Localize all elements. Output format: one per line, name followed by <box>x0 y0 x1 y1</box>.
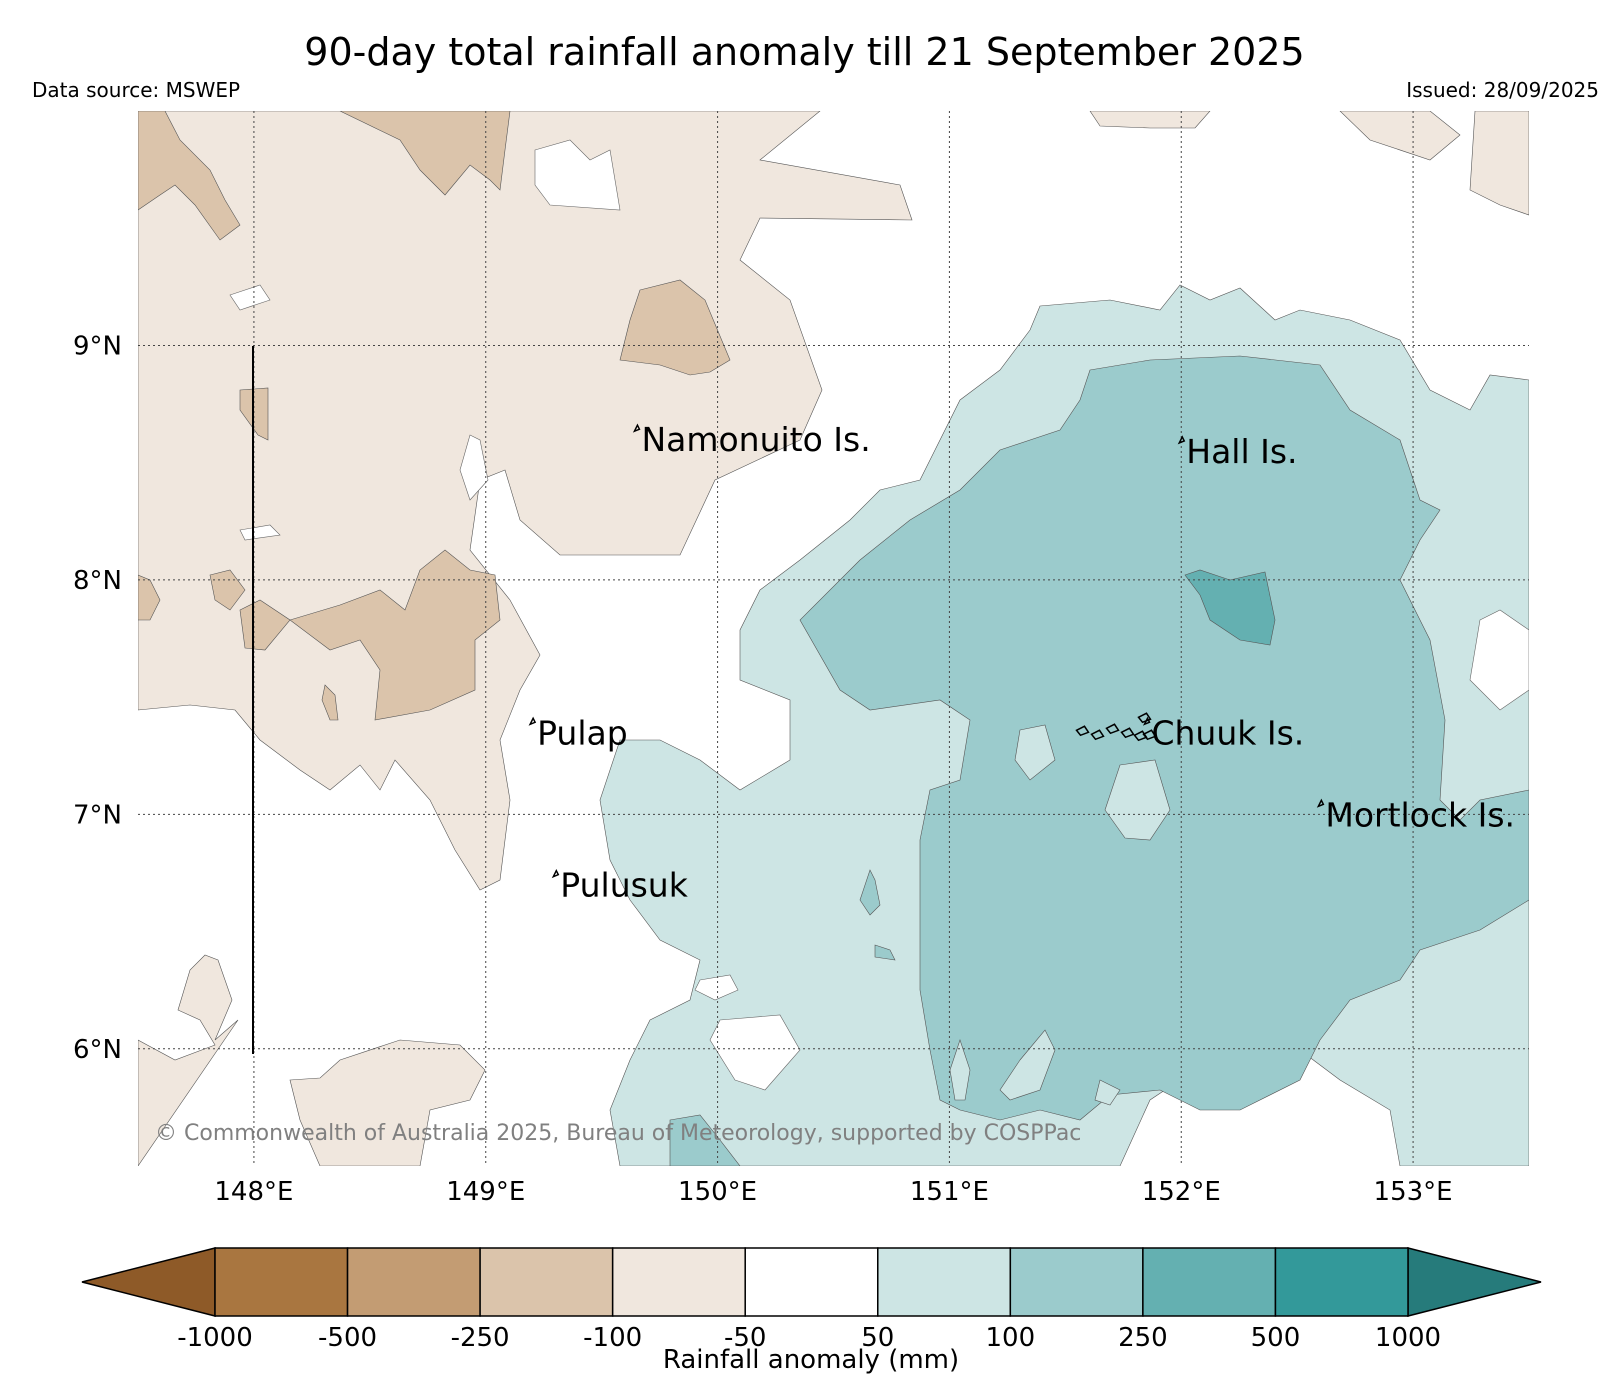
island-outline <box>1142 729 1157 741</box>
colorbar-segment <box>1274 1247 1409 1317</box>
place-label: Chuuk Is. <box>1151 713 1304 752</box>
colorbar-tick-label: -100 <box>583 1323 642 1353</box>
colorbar-tick-label: 500 <box>1251 1323 1301 1353</box>
colorbar-segment <box>1009 1247 1144 1317</box>
island-outline <box>1316 798 1325 808</box>
colorbar: -1000 -500 -250 -100 -50 50 100 250 500 1000 <box>81 1247 1542 1353</box>
dry-region-moderate-nw <box>138 111 241 241</box>
dry-region-light-south <box>289 1039 486 1166</box>
axis-tick-labels: 148°E 149°E 150°E 151°E 152°E 153°E 9°N 8°N 7°N 6… <box>73 331 1453 1207</box>
neutral-hole-1 <box>229 139 1529 1091</box>
island-outline <box>1075 725 1090 737</box>
colorbar-segment <box>744 1247 879 1317</box>
dry-region-moderate-small-2 <box>239 387 339 721</box>
island-outline <box>1105 723 1120 735</box>
lat-tick-label: 7°N <box>73 800 122 830</box>
island-outline <box>528 716 537 726</box>
lat-tick-label: 6°N <box>73 1035 122 1065</box>
island-outline <box>1120 727 1135 739</box>
lon-tick-label: 148°E <box>214 1177 293 1207</box>
colorbar-tick-label: -1000 <box>177 1323 253 1353</box>
lon-tick-label: 150°E <box>678 1177 757 1207</box>
copyright-text: © Commonwealth of Australia 2025, Bureau… <box>155 1121 1081 1146</box>
lat-tick-label: 8°N <box>73 566 122 596</box>
dry-region-moderate-west <box>289 549 501 721</box>
issued-date-label: Issued: 28/09/2025 <box>1406 78 1599 102</box>
colorbar-tick-label: 50 <box>861 1323 894 1353</box>
place-label: Hall Is. <box>1186 432 1297 471</box>
wet-hole-1 <box>949 724 1171 1106</box>
colorbar-segment <box>877 1247 1012 1317</box>
island-outline <box>1137 712 1152 724</box>
colorbar-tick-label: -250 <box>451 1323 510 1353</box>
place-label: Pulusuk <box>560 866 688 905</box>
colorbar-segment <box>479 1247 614 1317</box>
lon-tick-label: 152°E <box>1142 1177 1221 1207</box>
island-outline <box>632 423 641 433</box>
place-label: Namonuito Is. <box>641 420 870 459</box>
colorbar-tick-label: 1000 <box>1375 1323 1441 1353</box>
place-labels: Namonuito Is. Hall Is. Pulap Chuuk Is. Mortl… <box>537 420 1515 904</box>
dry-region-light-southwest <box>138 954 239 1166</box>
place-label: Pulap <box>537 713 628 752</box>
lat-tick-label: 9°N <box>73 331 122 361</box>
island-outline <box>551 868 560 879</box>
wet-region-moderate-southwest <box>669 869 896 1166</box>
colorbar-over-extension <box>1407 1247 1542 1317</box>
place-label: Mortlock Is. <box>1325 795 1515 834</box>
colorbar-under-extension <box>81 1247 216 1317</box>
colorbar-tick-label: -50 <box>724 1323 766 1353</box>
colorbar-segment <box>214 1247 349 1317</box>
wet-region-moderate <box>799 355 1529 1121</box>
map-title: 90-day total rainfall anomaly till 21 Se… <box>304 30 1305 74</box>
graticule <box>138 111 1529 1166</box>
lon-tick-label: 151°E <box>910 1177 989 1207</box>
colorbar-segment <box>1142 1247 1277 1317</box>
island-outline <box>1090 729 1105 741</box>
island-markers <box>528 423 1325 879</box>
lon-tick-label: 149°E <box>446 1177 525 1207</box>
dry-region-moderate-central <box>619 279 731 376</box>
colorbar-tick-label: 100 <box>986 1323 1036 1353</box>
colorbar-tick-label: -500 <box>318 1323 377 1353</box>
data-source-label: Data source: MSWEP <box>32 78 241 102</box>
lon-tick-label: 153°E <box>1374 1177 1453 1207</box>
colorbar-label: Rainfall anomaly (mm) <box>663 1345 959 1375</box>
island-outline <box>1177 435 1186 445</box>
dry-region-light-northeast <box>1089 111 1529 216</box>
wet-region-strong <box>1184 569 1276 646</box>
dry-region-moderate-north <box>339 111 511 196</box>
anomaly-field <box>138 111 1529 1166</box>
colorbar-segment <box>346 1247 481 1317</box>
colorbar-tick-label: 250 <box>1118 1323 1168 1353</box>
colorbar-segment <box>611 1247 746 1317</box>
